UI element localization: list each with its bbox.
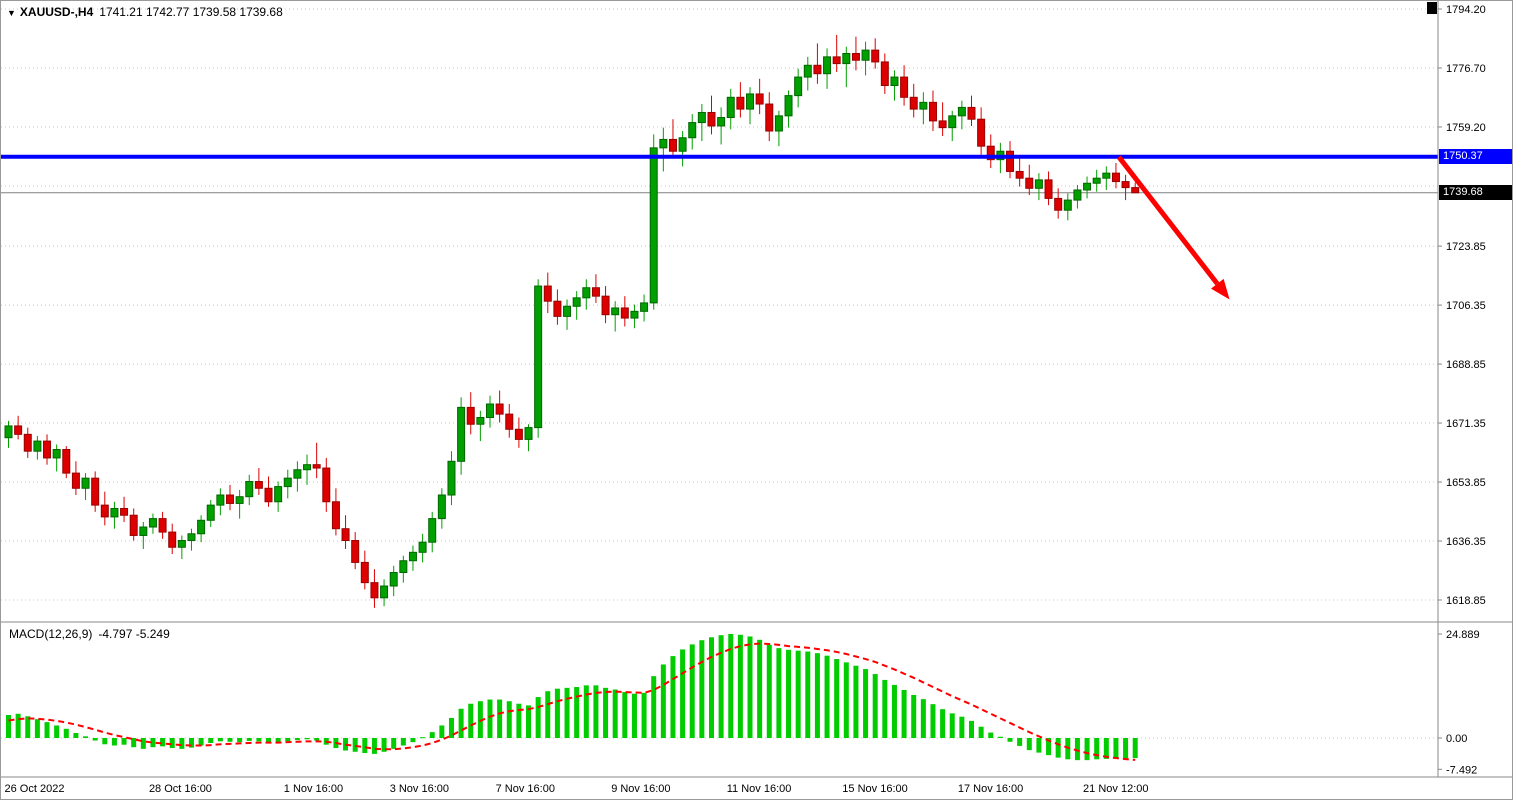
svg-text:1688.85: 1688.85 (1446, 359, 1486, 371)
svg-text:24.889: 24.889 (1446, 629, 1480, 641)
svg-text:17 Nov 16:00: 17 Nov 16:00 (958, 783, 1023, 795)
svg-text:1794.20: 1794.20 (1446, 4, 1486, 16)
pane-separators (1, 1, 1512, 778)
svg-text:3 Nov 16:00: 3 Nov 16:00 (390, 783, 449, 795)
ohlc-readout: 1741.21 1742.77 1739.58 1739.68 (99, 5, 283, 19)
svg-text:1723.85: 1723.85 (1446, 241, 1486, 253)
current-price-badge: 1739.68 (1439, 185, 1512, 200)
macd-histogram (6, 634, 1138, 761)
svg-text:9 Nov 16:00: 9 Nov 16:00 (611, 783, 670, 795)
chart-shift-marker[interactable] (1427, 2, 1437, 14)
svg-text:0.00: 0.00 (1446, 733, 1467, 745)
svg-text:1 Nov 16:00: 1 Nov 16:00 (284, 783, 343, 795)
svg-text:1759.20: 1759.20 (1446, 122, 1486, 134)
svg-text:1706.35: 1706.35 (1446, 300, 1486, 312)
time-axis[interactable]: 26 Oct 2022 28 Oct 16:00 1 Nov 16:00 3 Nov … (5, 783, 1149, 795)
macd-label-text: MACD(12,26,9) (9, 627, 93, 641)
svg-text:1653.85: 1653.85 (1446, 477, 1486, 489)
svg-text:1776.70: 1776.70 (1446, 63, 1486, 75)
level-price-badge: 1750.37 (1439, 149, 1512, 164)
svg-text:11 Nov 16:00: 11 Nov 16:00 (727, 783, 792, 795)
svg-text:1671.35: 1671.35 (1446, 418, 1486, 430)
trend-arrow[interactable] (1116, 155, 1230, 300)
svg-text:21 Nov 12:00: 21 Nov 12:00 (1083, 783, 1148, 795)
symbol-dropdown-icon[interactable]: ▼ (7, 8, 16, 18)
macd-axis[interactable]: 24.889 0.00 -7.492 (1438, 629, 1480, 776)
svg-text:1618.85: 1618.85 (1446, 595, 1486, 607)
svg-text:7 Nov 16:00: 7 Nov 16:00 (496, 783, 555, 795)
price-gridlines (1, 8, 1438, 601)
price-axis[interactable]: 1794.20 1776.70 1759.20 1723.85 1706.35 1688.… (1438, 4, 1486, 607)
macd-indicator-label: MACD(12,26,9) -4.797 -5.249 (9, 627, 170, 641)
svg-text:26 Oct 2022: 26 Oct 2022 (5, 783, 65, 795)
svg-text:1636.35: 1636.35 (1446, 536, 1486, 548)
svg-text:28 Oct 16:00: 28 Oct 16:00 (149, 783, 212, 795)
svg-text:15 Nov 16:00: 15 Nov 16:00 (842, 783, 907, 795)
symbol-title: XAUUSD-,H4 (19, 5, 94, 19)
svg-text:-7.492: -7.492 (1446, 764, 1477, 776)
candles-layer (4, 34, 1140, 608)
macd-signal-line (8, 642, 1136, 761)
macd-values-text: -4.797 -5.249 (98, 627, 170, 641)
chart-title: ▼ XAUUSD-,H4 1741.21 1742.77 1739.58 1739.… (7, 5, 283, 19)
